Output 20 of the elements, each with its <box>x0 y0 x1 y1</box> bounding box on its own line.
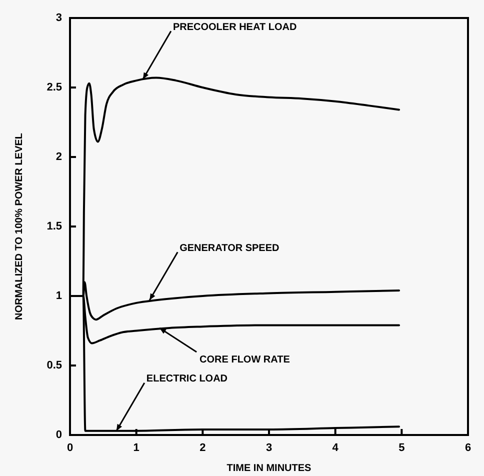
x-tick-label: 5 <box>398 442 405 454</box>
x-tick-label: 4 <box>332 442 340 454</box>
y-tick-label: 0.5 <box>46 359 62 372</box>
annotation: ELECTRIC LOAD <box>146 373 228 384</box>
y-tick-label: 1 <box>56 290 62 302</box>
x-tick-label: 0 <box>66 442 74 454</box>
x-tick-label: 1 <box>133 442 140 454</box>
x-tick-label: 6 <box>464 442 472 454</box>
y-tick-label: 2 <box>56 150 62 163</box>
annotation: PRECOOLER HEAT LOAD <box>172 22 297 33</box>
y-tick-label: 1.5 <box>46 220 62 232</box>
y-axis-title: NORMALIZED TO 100% POWER LEVEL <box>14 132 25 320</box>
y-tick-label: 3 <box>56 12 62 24</box>
annotation: GENERATOR SPEED <box>180 242 280 254</box>
x-tick-label: 2 <box>200 442 206 454</box>
x-tick-label: 3 <box>266 442 272 454</box>
y-tick-label: 2.5 <box>46 81 62 94</box>
y-tick-label: 0 <box>56 428 62 441</box>
x-axis-title: TIME IN MINUTES <box>226 463 312 474</box>
annotation: CORE FLOW RATE <box>200 354 290 366</box>
